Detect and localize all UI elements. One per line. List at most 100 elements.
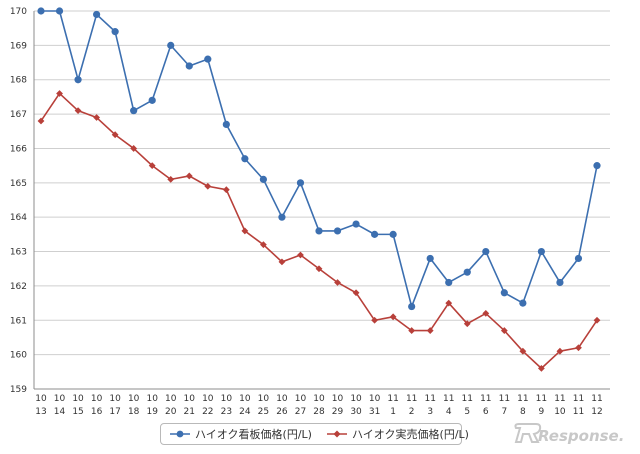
data-point (556, 278, 564, 287)
data-point (389, 313, 397, 321)
data-point (55, 7, 64, 15)
x-tick-label-month: 10 (54, 394, 66, 404)
data-point (426, 327, 434, 334)
legend: ハイオク看板価格(円/L) ハイオク実売価格(円/L) (160, 423, 469, 445)
data-point (408, 327, 416, 334)
y-tick-label: 163 (10, 248, 27, 258)
x-tick-label-month: 10 (313, 394, 325, 404)
data-point (241, 155, 249, 163)
y-tick-label: 162 (10, 282, 27, 292)
x-tick-label-day: 13 (35, 407, 46, 417)
data-point (278, 258, 286, 266)
data-point (222, 120, 230, 128)
data-point (204, 182, 212, 190)
legend-item-signboard: ハイオク看板価格(円/L) (169, 426, 312, 442)
x-tick-label-day: 2 (409, 407, 415, 417)
data-point (315, 265, 323, 273)
data-point (575, 344, 582, 352)
x-tick-label-day: 4 (446, 407, 452, 417)
legend-key-signboard (170, 430, 190, 438)
x-tick-label-day: 24 (239, 407, 251, 417)
data-point (519, 347, 527, 355)
y-tick-label: 170 (10, 7, 27, 17)
x-tick-label-month: 10 (369, 394, 381, 404)
data-point (574, 254, 583, 263)
x-tick-label-month: 10 (350, 394, 362, 404)
data-point (167, 175, 175, 183)
x-tick-label-day: 11 (573, 407, 584, 417)
data-point (315, 227, 323, 235)
x-tick-label-day: 6 (483, 407, 489, 417)
x-tick-label-day: 31 (369, 407, 380, 417)
x-tick-label-month: 11 (387, 394, 398, 404)
data-point (278, 213, 286, 221)
data-point (241, 227, 249, 235)
data-point (463, 268, 471, 276)
data-point (334, 279, 341, 286)
data-point (148, 162, 156, 170)
x-tick-label-month: 10 (332, 394, 344, 404)
y-tick-label: 166 (10, 144, 27, 154)
data-point (500, 289, 508, 297)
x-tick-label-day: 25 (258, 407, 269, 417)
legend-label-signboard: ハイオク看板価格(円/L) (195, 428, 312, 441)
data-point (556, 347, 564, 355)
x-tick-label-day: 16 (91, 407, 103, 417)
x-tick-label-month: 11 (591, 394, 602, 404)
x-tick-label-day: 17 (109, 407, 120, 417)
data-point (185, 62, 193, 70)
x-tick-label-month: 11 (554, 394, 565, 404)
logo-text: Response. (538, 427, 624, 445)
y-tick-label: 159 (10, 385, 27, 395)
data-point (130, 107, 138, 115)
data-point (37, 117, 45, 125)
x-tick-label-day: 22 (202, 407, 213, 417)
data-point (500, 327, 508, 334)
x-tick-label-month: 10 (221, 394, 233, 404)
data-point (389, 230, 397, 238)
x-tick-label-month: 11 (499, 394, 510, 404)
data-point (482, 310, 490, 317)
legend-label-actual: ハイオク実売価格(円/L) (351, 428, 469, 441)
data-point (93, 10, 101, 19)
data-point (445, 278, 453, 287)
data-point (148, 96, 156, 104)
y-tick-label: 167 (10, 110, 27, 120)
y-tick-label: 160 (10, 351, 27, 361)
data-point (537, 247, 546, 256)
x-tick-label-day: 18 (128, 407, 140, 417)
x-tick-label-month: 10 (72, 394, 84, 404)
x-tick-label-month: 10 (276, 394, 288, 404)
x-tick-label-month: 11 (406, 394, 417, 404)
x-tick-label-month: 11 (536, 394, 547, 404)
x-tick-label-day: 30 (350, 407, 362, 417)
x-tick-label-month: 10 (109, 394, 121, 404)
x-tick-label-day: 23 (221, 407, 232, 417)
series-line (41, 10, 598, 308)
data-point (37, 7, 45, 15)
data-point (222, 186, 230, 194)
data-point (93, 114, 100, 121)
x-tick-label-day: 28 (313, 407, 325, 417)
x-tick-label-month: 10 (146, 394, 158, 404)
x-tick-label-day: 7 (501, 407, 507, 417)
data-point (482, 247, 490, 256)
data-point (352, 220, 360, 228)
data-point (130, 145, 138, 152)
series-layer (37, 7, 601, 372)
series-0 (37, 7, 601, 311)
x-tick-label-day: 26 (276, 407, 288, 417)
x-tick-label-day: 10 (554, 407, 566, 417)
x-tick-label-month: 10 (91, 394, 103, 404)
data-point (167, 41, 175, 49)
y-tick-label: 168 (10, 76, 27, 86)
x-tick-label-month: 11 (480, 394, 491, 404)
legend-item-actual: ハイオク実売価格(円/L) (326, 426, 469, 442)
data-point (74, 107, 82, 115)
x-tick-label-month: 11 (573, 394, 584, 404)
data-point (593, 316, 601, 324)
data-point (408, 302, 416, 311)
axes (33, 11, 610, 390)
x-tick-label-day: 5 (464, 407, 470, 417)
